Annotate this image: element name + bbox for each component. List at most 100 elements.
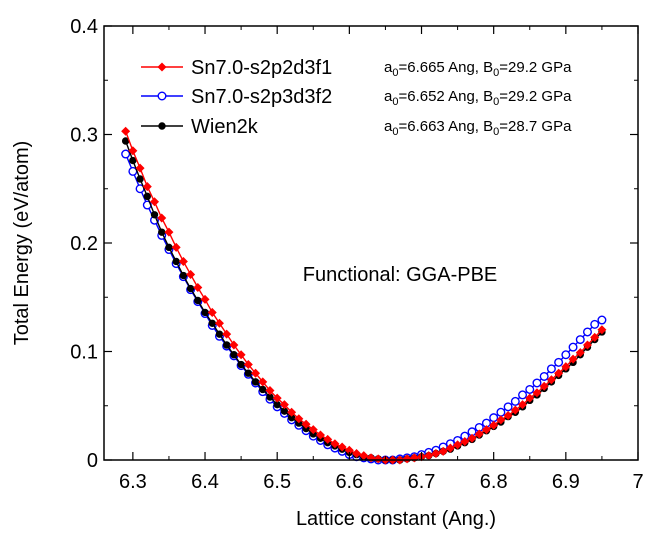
data-point — [272, 393, 282, 403]
data-point — [186, 284, 195, 293]
data-point — [251, 368, 261, 378]
legend-note-a-prefix: a — [384, 59, 393, 76]
data-point — [193, 282, 203, 292]
data-point — [575, 335, 585, 345]
legend-note: a0=6.665 Ang, B0=29.2 GPa — [384, 59, 572, 79]
data-point — [164, 227, 174, 237]
data-point — [503, 411, 513, 421]
data-point — [590, 319, 600, 329]
data-point — [301, 419, 311, 429]
legend-note-a-value: =6.663 Ang, — [398, 118, 483, 135]
data-point — [186, 269, 196, 279]
data-point — [554, 368, 564, 378]
data-point — [265, 386, 275, 396]
data-point — [178, 256, 188, 266]
data-point — [222, 329, 232, 339]
data-point — [373, 454, 383, 464]
data-point — [150, 211, 159, 219]
data-point — [171, 242, 181, 252]
legend-note: a0=6.652 Ang, B0=29.2 GPa — [384, 88, 572, 108]
data-point — [287, 407, 297, 417]
data-point — [561, 350, 571, 360]
ticks-layer: 6.3 6.4 6.5 6.6 6.7 6.8 6.9 7 0 0.1 0.2 0.3 0.4 — [70, 16, 643, 493]
data-point — [259, 385, 267, 394]
legend-entry: Sn7.0-s2p3d3f2 a0=6.652 Ang, B0=29.2 GPa — [141, 86, 572, 108]
legend-note-b-value: =29.2 GPa — [499, 88, 572, 105]
data-point — [129, 156, 137, 165]
data-point — [474, 429, 484, 439]
data-point — [251, 378, 260, 386]
data-point — [438, 446, 448, 456]
data-point — [582, 340, 592, 350]
legend-marker — [157, 91, 167, 101]
data-point — [518, 400, 528, 410]
legend-note-b-sub: 0 — [493, 96, 499, 108]
data-point — [215, 330, 224, 338]
legend: Sn7.0-s2p2d3f1 a0=6.665 Ang, B0=29.2 GPaS… — [141, 57, 572, 138]
data-point — [539, 381, 549, 391]
x-tick-label: 6.7 — [408, 471, 436, 493]
data-point — [222, 341, 231, 349]
data-point — [121, 149, 131, 159]
data-point — [172, 257, 180, 266]
y-axis-title: Total Energy (eV/atom) — [11, 141, 33, 346]
legend-note-a-sub: 0 — [392, 67, 398, 79]
data-point — [230, 351, 238, 359]
data-point — [532, 378, 542, 388]
legend-note-b-prefix: B — [483, 59, 493, 76]
x-tick-label: 6.6 — [335, 471, 363, 493]
x-tick-label: 7 — [632, 471, 643, 493]
data-point — [201, 308, 209, 317]
data-point — [597, 325, 607, 335]
data-point — [496, 415, 506, 425]
data-point — [561, 362, 571, 372]
data-point — [243, 360, 253, 370]
data-point — [121, 126, 131, 136]
data-point — [294, 414, 304, 424]
legend-note-b-sub: 0 — [493, 126, 499, 138]
legend-label: Wien2k — [191, 116, 259, 138]
data-point — [207, 307, 217, 317]
data-point — [503, 402, 513, 412]
legend-note-a-prefix: a — [384, 88, 393, 105]
legend-marker — [158, 122, 166, 130]
data-point — [136, 175, 144, 183]
data-point — [582, 327, 592, 337]
series-Sn7.0-s2p2d3f1 — [121, 126, 607, 465]
y-tick-label: 0.4 — [70, 16, 98, 38]
data-point — [453, 440, 463, 450]
data-point — [510, 396, 520, 406]
data-point — [525, 393, 535, 403]
data-point — [308, 425, 318, 435]
data-point — [142, 182, 152, 192]
data-point — [200, 294, 210, 304]
data-point — [554, 357, 564, 367]
data-point — [244, 369, 253, 377]
data-point — [489, 413, 499, 423]
data-point — [236, 350, 246, 360]
x-tick-label: 6.8 — [480, 471, 508, 493]
legend-note-a-prefix: a — [384, 118, 393, 135]
series-Wien2k — [121, 137, 606, 464]
y-tick-label: 0 — [87, 450, 98, 472]
x-tick-label: 6.3 — [119, 471, 147, 493]
data-point — [366, 453, 376, 463]
data-point — [323, 434, 333, 444]
data-point — [510, 405, 520, 415]
data-point — [208, 319, 216, 327]
data-point — [165, 243, 173, 252]
data-point — [518, 390, 528, 400]
data-point — [568, 342, 578, 352]
data-point — [158, 228, 166, 236]
series-line — [124, 131, 603, 461]
data-point — [337, 442, 347, 452]
data-point — [135, 163, 145, 173]
data-point — [431, 448, 441, 458]
legend-note: a0=6.663 Ang, B0=28.7 GPa — [384, 118, 572, 138]
y-tick-label: 0.3 — [70, 125, 98, 147]
legend-note-a-value: =6.665 Ang, — [398, 59, 483, 76]
data-point — [445, 443, 455, 453]
legend-note-b-prefix: B — [483, 88, 493, 105]
y-tick-label: 0.1 — [70, 342, 98, 364]
x-axis-title: Lattice constant (Ang.) — [296, 508, 496, 530]
